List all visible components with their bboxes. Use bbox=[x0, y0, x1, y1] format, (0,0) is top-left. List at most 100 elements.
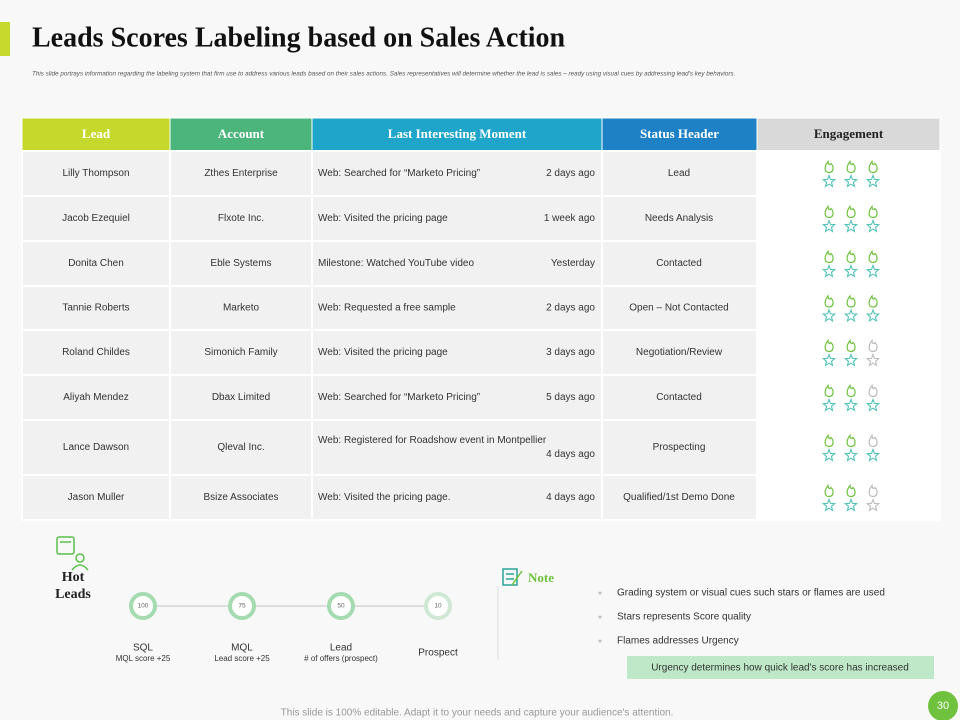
status-text: Needs Analysis bbox=[645, 213, 713, 224]
stage-value: 75 bbox=[238, 603, 246, 610]
status-text: Negotiation/Review bbox=[636, 347, 723, 358]
table-cell bbox=[21, 195, 171, 242]
note-highlight-box bbox=[627, 656, 934, 679]
lead-name: Jacob Ezequiel bbox=[62, 213, 130, 224]
moment-text: Web: Searched for “Marketo Pricing” bbox=[318, 168, 480, 179]
flame-icon bbox=[846, 204, 856, 219]
subtitle: This slide portrays information regardin… bbox=[32, 71, 735, 78]
flame-icon bbox=[824, 383, 834, 398]
bullet-dot bbox=[598, 615, 602, 619]
flame-icon bbox=[846, 483, 856, 498]
table-cell bbox=[311, 285, 603, 331]
table-cell bbox=[169, 374, 313, 421]
table-cell bbox=[601, 374, 758, 421]
lead-name: Lilly Thompson bbox=[62, 168, 129, 179]
star-icon bbox=[821, 497, 837, 512]
moment-text: Milestone: Watched YouTube video bbox=[318, 258, 474, 269]
header-label: Last Interesting Moment bbox=[388, 126, 527, 141]
stage-value: 10 bbox=[434, 603, 442, 610]
table-cell bbox=[21, 474, 171, 521]
status-text: Qualified/1st Demo Done bbox=[623, 492, 735, 503]
lead-name: Aliyah Mendez bbox=[63, 392, 129, 403]
lead-name: Jason Muller bbox=[68, 492, 125, 503]
star-icon bbox=[821, 397, 837, 412]
moment-text: Web: Visited the pricing page. bbox=[318, 492, 451, 503]
lead-name: Lance Dawson bbox=[63, 442, 129, 453]
stage-value: 100 bbox=[138, 603, 149, 610]
header-label: Status Header bbox=[640, 126, 719, 141]
status-text: Prospecting bbox=[653, 442, 706, 453]
account-name: Eble Systems bbox=[210, 258, 271, 269]
star-icon bbox=[843, 397, 859, 412]
table-cell bbox=[169, 419, 313, 476]
note-bullet: Flames addresses Urgency bbox=[617, 636, 739, 647]
account-name: Zthes Enterprise bbox=[204, 168, 278, 179]
status-text: Contacted bbox=[656, 392, 702, 403]
table-cell bbox=[169, 195, 313, 242]
flame-icon bbox=[868, 338, 878, 353]
table-cell bbox=[756, 474, 941, 521]
accent-bar bbox=[0, 22, 10, 56]
hot-leads-icon bbox=[56, 536, 89, 571]
star-icon bbox=[865, 218, 881, 233]
header-cell bbox=[601, 117, 758, 152]
flame-icon bbox=[846, 383, 856, 398]
flame-icon bbox=[846, 249, 856, 264]
table-cell bbox=[601, 195, 758, 242]
stage-name: MQL bbox=[231, 643, 253, 654]
flame-icon bbox=[846, 338, 856, 353]
table-cell bbox=[756, 240, 941, 287]
flame-icon bbox=[868, 249, 878, 264]
header-label: Engagement bbox=[814, 126, 884, 141]
flame-icon bbox=[868, 383, 878, 398]
header-cell bbox=[169, 117, 313, 152]
table-cell bbox=[311, 195, 603, 242]
moment-time: 4 days ago bbox=[546, 449, 595, 460]
star-icon bbox=[821, 173, 837, 188]
account-name: Dbax Limited bbox=[212, 392, 270, 403]
lead-name: Roland Childes bbox=[62, 347, 130, 358]
stage-detail: MQL score +25 bbox=[116, 654, 171, 663]
table-cell bbox=[756, 150, 941, 197]
star-icon bbox=[865, 173, 881, 188]
flame-icon bbox=[824, 483, 834, 498]
table-cell bbox=[756, 419, 941, 476]
hot-leads-title: Hot Leads bbox=[55, 570, 91, 602]
moment-text: Web: Requested a free sample bbox=[318, 303, 456, 314]
moment-time: 3 days ago bbox=[546, 347, 595, 358]
moment-text: Web: Searched for “Marketo Pricing” bbox=[318, 392, 480, 403]
header-label: Account bbox=[218, 126, 265, 141]
table-cell bbox=[311, 150, 603, 197]
star-icon bbox=[843, 218, 859, 233]
account-name: Qleval Inc. bbox=[217, 442, 264, 453]
star-icon bbox=[821, 352, 837, 367]
flame-icon bbox=[824, 204, 834, 219]
account-name: Bsize Associates bbox=[203, 492, 278, 503]
star-icon bbox=[821, 263, 837, 278]
moment-text: Web: Visited the pricing page bbox=[318, 213, 448, 224]
star-icon bbox=[843, 308, 859, 323]
table-cell bbox=[756, 285, 941, 331]
stage-detail: Lead score +25 bbox=[214, 654, 270, 663]
status-text: Contacted bbox=[656, 258, 702, 269]
star-icon bbox=[865, 497, 881, 512]
status-text: Lead bbox=[668, 168, 690, 179]
moment-time: 1 week ago bbox=[544, 213, 596, 224]
star-icon bbox=[865, 263, 881, 278]
flame-icon bbox=[846, 294, 856, 308]
moment-text: Web: Registered for Roadshow event in Mo… bbox=[318, 435, 547, 446]
star-icon bbox=[865, 447, 881, 462]
stage-name: Prospect bbox=[418, 648, 458, 659]
flame-icon bbox=[824, 338, 834, 353]
flame-icon bbox=[868, 159, 878, 174]
account-name: Marketo bbox=[223, 303, 260, 314]
moment-time: 2 days ago bbox=[546, 168, 595, 179]
table-cell bbox=[756, 374, 941, 421]
stage-ring bbox=[327, 592, 355, 620]
note-bullet: Grading system or visual cues such stars… bbox=[617, 588, 885, 599]
table-cell bbox=[169, 240, 313, 287]
note-highlight: Urgency determines how quick lead's scor… bbox=[651, 663, 909, 674]
table-cell bbox=[601, 285, 758, 331]
stage-name: SQL bbox=[133, 643, 153, 654]
bullet-dot bbox=[598, 639, 602, 643]
